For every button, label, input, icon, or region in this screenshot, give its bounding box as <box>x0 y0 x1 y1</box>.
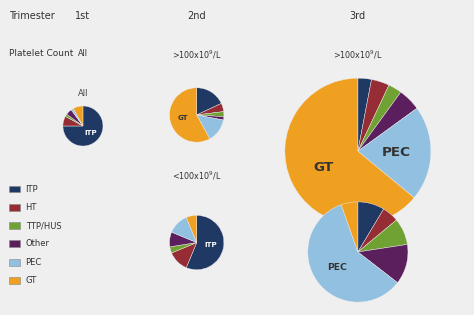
Text: 2nd: 2nd <box>187 11 206 21</box>
Wedge shape <box>172 243 197 268</box>
Text: GT: GT <box>313 161 334 174</box>
Wedge shape <box>186 215 224 270</box>
Text: HT: HT <box>26 203 37 212</box>
Text: PEC: PEC <box>327 263 346 272</box>
Text: All: All <box>78 89 88 98</box>
Text: Other: Other <box>26 239 50 248</box>
Wedge shape <box>170 232 197 247</box>
Wedge shape <box>197 112 224 117</box>
Wedge shape <box>63 106 103 146</box>
Text: Platelet Count: Platelet Count <box>9 49 74 58</box>
Wedge shape <box>358 108 431 198</box>
Wedge shape <box>170 88 210 142</box>
Text: 3rd: 3rd <box>350 11 366 21</box>
Wedge shape <box>197 115 223 139</box>
Text: PEC: PEC <box>381 146 410 159</box>
Wedge shape <box>71 108 83 126</box>
Text: >100x10$^9$/L: >100x10$^9$/L <box>333 49 383 61</box>
Wedge shape <box>197 115 224 120</box>
Text: TTP/HUS: TTP/HUS <box>26 221 61 230</box>
Wedge shape <box>172 217 197 243</box>
Bar <box>9 259 20 266</box>
Wedge shape <box>358 202 383 252</box>
Text: GT: GT <box>26 276 37 285</box>
Bar <box>9 204 20 211</box>
Wedge shape <box>358 92 417 151</box>
Text: <100x10$^9$/L: <100x10$^9$/L <box>172 170 222 182</box>
Wedge shape <box>358 209 396 252</box>
Text: ITP: ITP <box>204 242 217 248</box>
Text: All: All <box>78 49 88 58</box>
Bar <box>9 186 20 192</box>
Wedge shape <box>186 215 197 243</box>
Bar <box>9 222 20 229</box>
Bar <box>9 240 20 247</box>
Wedge shape <box>308 205 398 302</box>
Text: >100x10$^9$/L: >100x10$^9$/L <box>172 49 222 61</box>
Text: GT: GT <box>178 116 188 122</box>
Wedge shape <box>65 114 83 126</box>
Text: ITP: ITP <box>26 185 38 193</box>
Wedge shape <box>197 103 224 115</box>
Wedge shape <box>358 78 372 151</box>
Wedge shape <box>358 220 408 252</box>
Wedge shape <box>358 85 401 151</box>
Wedge shape <box>358 79 389 151</box>
Wedge shape <box>197 88 221 115</box>
Wedge shape <box>67 110 83 126</box>
Text: PEC: PEC <box>26 258 42 266</box>
Wedge shape <box>63 116 83 126</box>
Text: ITP: ITP <box>84 130 97 136</box>
Wedge shape <box>341 202 358 252</box>
Bar <box>9 277 20 284</box>
Text: <50x10$^9$/L: <50x10$^9$/L <box>336 170 380 182</box>
Wedge shape <box>285 78 414 224</box>
Wedge shape <box>170 243 197 253</box>
Text: Trimester: Trimester <box>9 11 55 21</box>
Text: 1st: 1st <box>75 11 91 21</box>
Wedge shape <box>358 244 408 283</box>
Wedge shape <box>73 106 83 126</box>
